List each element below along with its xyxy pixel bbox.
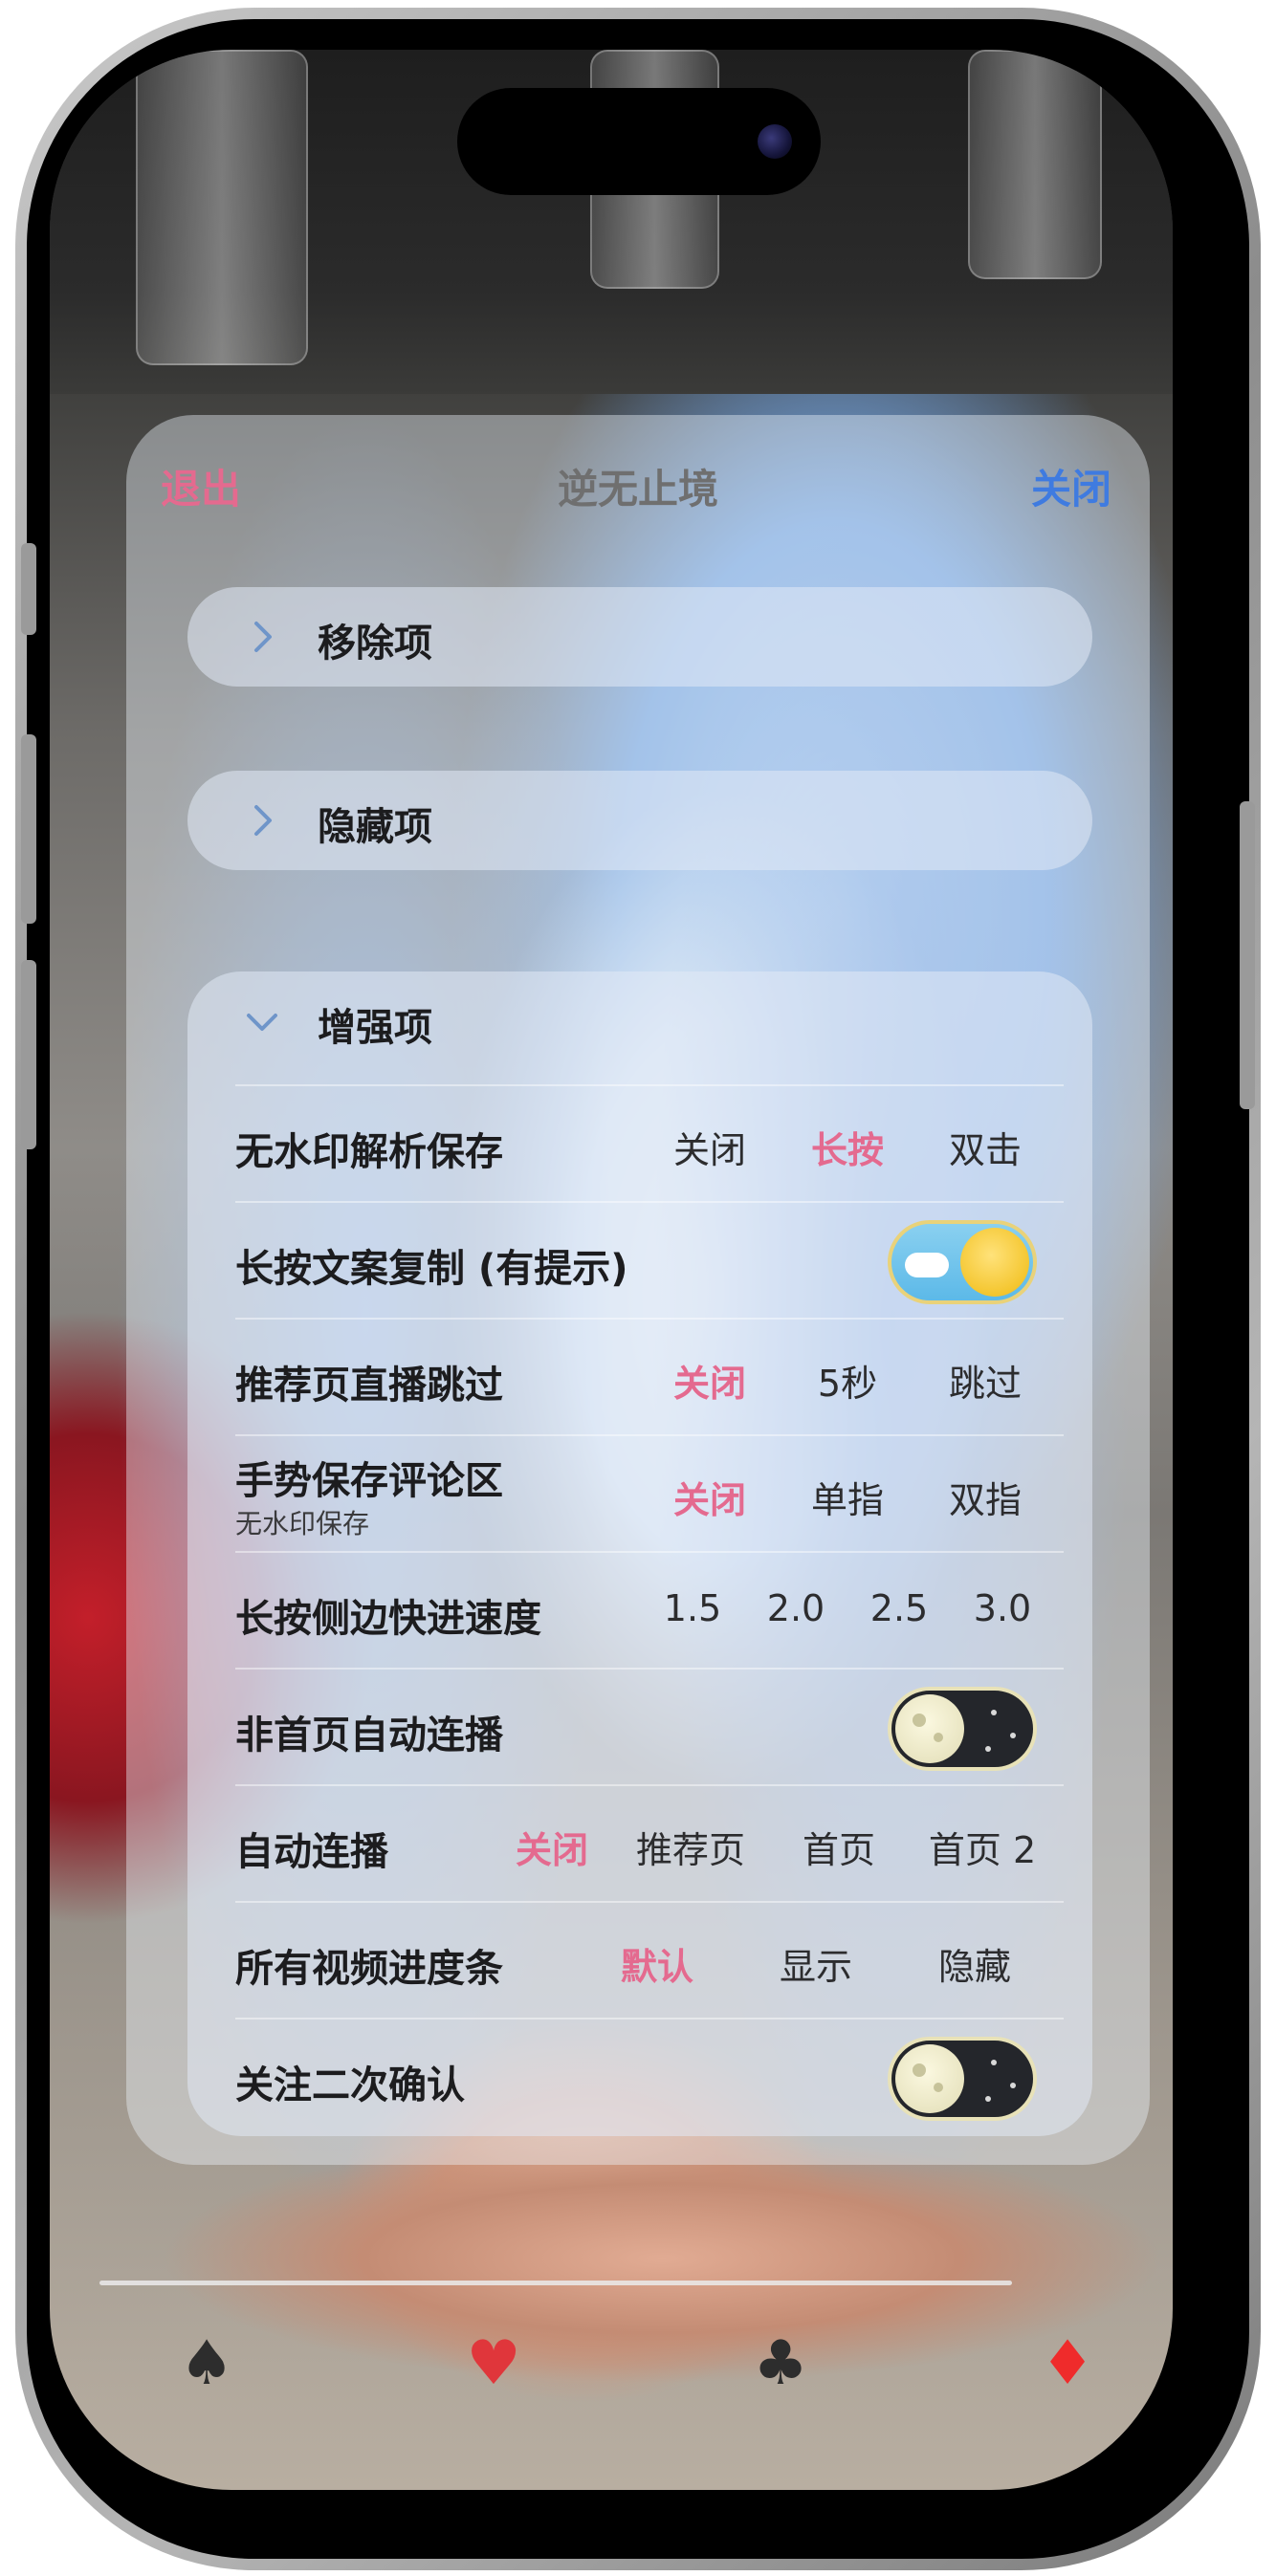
setting-row-gesture-save-comments: 手势保存评论区 无水印保存 关闭 单指 双指 <box>235 1434 1064 1551</box>
front-camera <box>758 124 792 159</box>
option-group: 1.5 2.0 2.5 3.0 <box>641 1587 1054 1629</box>
option-recommend-page[interactable]: 推荐页 <box>635 1829 745 1871</box>
star-icon <box>991 2060 997 2065</box>
star-icon <box>985 1746 991 1752</box>
heart-icon[interactable]: ♥ <box>466 2328 521 2399</box>
option-speed[interactable]: 2.5 <box>869 1587 929 1629</box>
star-icon <box>1010 2083 1016 2088</box>
chevron-right-icon <box>245 803 279 838</box>
exit-button[interactable]: 退出 <box>161 466 242 513</box>
spade-icon[interactable]: ♠ <box>179 2328 234 2399</box>
moon-crater <box>934 2083 943 2092</box>
diamond-icon[interactable]: ♦ <box>1040 2328 1095 2399</box>
setting-row-watermark-save: 无水印解析保存 关闭 长按 双击 <box>235 1084 1064 1201</box>
option-group: 关闭 长按 双击 <box>641 1121 1054 1173</box>
setting-label: 长按文案复制 (有提示) <box>235 1247 628 1291</box>
moon-icon <box>895 1694 964 1763</box>
option-skip[interactable]: 跳过 <box>948 1363 1022 1405</box>
volume-down-button <box>21 960 36 1149</box>
option-default[interactable]: 默认 <box>620 1946 693 1988</box>
wallpaper-vase <box>968 50 1102 279</box>
section-remove: 移除项 <box>187 587 1092 687</box>
setting-label: 手势保存评论区 <box>235 1459 503 1503</box>
option-hide[interactable]: 隐藏 <box>937 1946 1011 1988</box>
moon-crater <box>913 2063 926 2077</box>
setting-label: 长按侧边快进速度 <box>235 1597 541 1641</box>
setting-label: 非首页自动连播 <box>235 1714 503 1757</box>
setting-label: 所有视频进度条 <box>235 1947 503 1991</box>
dynamic-island <box>457 88 821 195</box>
option-5s[interactable]: 5秒 <box>817 1363 878 1405</box>
setting-sublabel: 无水印保存 <box>235 1508 370 1539</box>
section-enhance: 增强项 无水印解析保存 关闭 长按 双击 长按文案复制 (有提示) 推荐页直播跳… <box>187 971 1092 2136</box>
panel-header: 退出 逆无止境 关闭 <box>126 415 1150 549</box>
setting-row-autoplay: 自动连播 关闭 推荐页 首页 首页 2 <box>235 1784 1064 1901</box>
close-button[interactable]: 关闭 <box>1030 466 1111 513</box>
progress-line <box>99 2281 1012 2285</box>
option-long-press[interactable]: 长按 <box>810 1129 884 1171</box>
copy-caption-toggle[interactable] <box>888 1220 1037 1304</box>
option-home[interactable]: 首页 <box>802 1829 875 1871</box>
option-show[interactable]: 显示 <box>779 1946 852 1988</box>
cloud-icon <box>905 1253 949 1277</box>
option-off[interactable]: 关闭 <box>515 1829 588 1871</box>
follow-confirm-toggle[interactable] <box>888 2037 1037 2121</box>
settings-panel: 退出 逆无止境 关闭 移除项 隐藏项 增强项 无水印解析 <box>126 415 1150 2165</box>
section-hide-header[interactable]: 隐藏项 <box>187 771 1092 870</box>
sun-icon <box>960 1228 1029 1297</box>
star-icon <box>991 1710 997 1715</box>
moon-icon <box>895 2044 964 2113</box>
non-home-autoplay-toggle[interactable] <box>888 1687 1037 1771</box>
star-icon <box>1010 1733 1016 1738</box>
option-single-finger[interactable]: 单指 <box>810 1479 884 1521</box>
power-button <box>1240 801 1255 1109</box>
option-group: 关闭 单指 双指 <box>641 1471 1054 1523</box>
section-label: 增强项 <box>318 1006 432 1050</box>
option-off[interactable]: 关闭 <box>672 1129 746 1171</box>
section-label: 移除项 <box>318 622 432 666</box>
section-hide: 隐藏项 <box>187 771 1092 870</box>
chevron-right-icon <box>245 620 279 654</box>
option-group: 关闭 推荐页 首页 首页 2 <box>490 1821 1054 1873</box>
wallpaper-figure <box>165 2115 1169 2402</box>
option-double-tap[interactable]: 双击 <box>948 1129 1022 1171</box>
setting-label: 无水印解析保存 <box>235 1130 503 1174</box>
setting-row-live-skip: 推荐页直播跳过 关闭 5秒 跳过 <box>235 1318 1064 1434</box>
setting-label: 关注二次确认 <box>235 2063 465 2107</box>
chevron-down-icon <box>245 1004 279 1038</box>
panel-title: 逆无止境 <box>557 466 718 513</box>
option-home-2[interactable]: 首页 2 <box>928 1829 1037 1871</box>
section-enhance-header[interactable]: 增强项 <box>187 971 1092 1071</box>
setting-label: 推荐页直播跳过 <box>235 1364 503 1408</box>
setting-label: 自动连播 <box>235 1830 388 1874</box>
section-label: 隐藏项 <box>318 805 432 849</box>
volume-up-button <box>21 734 36 924</box>
option-speed[interactable]: 3.0 <box>973 1587 1032 1629</box>
option-double-finger[interactable]: 双指 <box>948 1479 1022 1521</box>
section-remove-header[interactable]: 移除项 <box>187 587 1092 687</box>
setting-row-fast-forward-speed: 长按侧边快进速度 1.5 2.0 2.5 3.0 <box>235 1551 1064 1668</box>
option-group: 关闭 5秒 跳过 <box>641 1354 1054 1407</box>
option-off[interactable]: 关闭 <box>672 1479 746 1521</box>
star-icon <box>985 2096 991 2102</box>
option-speed[interactable]: 1.5 <box>663 1587 722 1629</box>
setting-row-non-home-autoplay: 非首页自动连播 <box>235 1668 1064 1784</box>
wallpaper-vase <box>136 50 308 365</box>
setting-row-progress-bar: 所有视频进度条 默认 显示 隐藏 <box>235 1901 1064 2018</box>
option-speed[interactable]: 2.0 <box>766 1587 825 1629</box>
option-group: 默认 显示 隐藏 <box>578 1937 1054 1990</box>
club-icon[interactable]: ♣ <box>753 2328 808 2399</box>
setting-row-follow-confirm: 关注二次确认 <box>235 2018 1064 2134</box>
option-off[interactable]: 关闭 <box>672 1363 746 1405</box>
setting-row-copy-caption: 长按文案复制 (有提示) <box>235 1201 1064 1318</box>
action-button <box>21 543 36 635</box>
moon-crater <box>934 1733 943 1742</box>
moon-crater <box>913 1714 926 1727</box>
